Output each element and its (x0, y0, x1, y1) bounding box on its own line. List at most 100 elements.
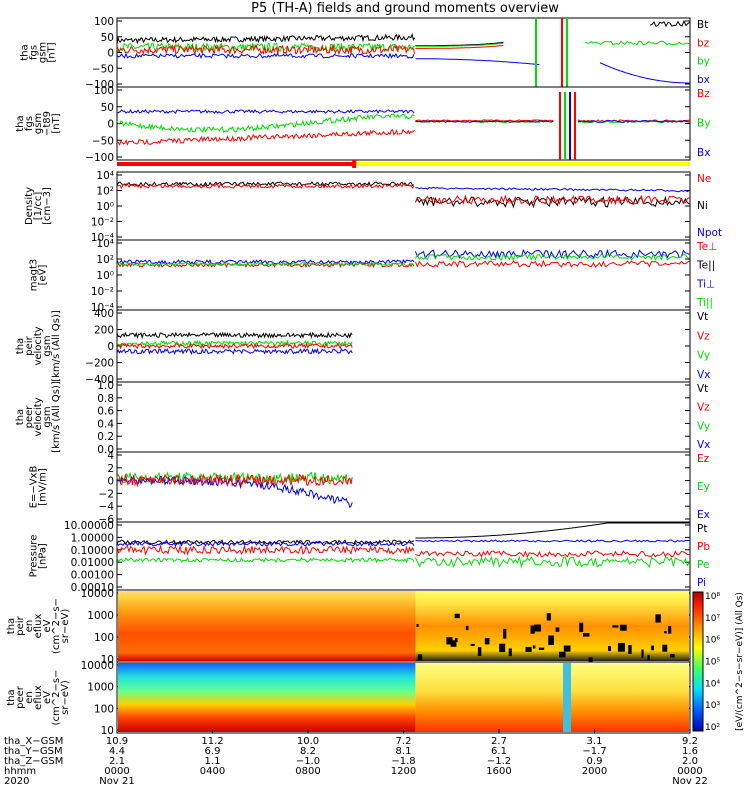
y-axis-label: gsm (42, 335, 53, 356)
y-axis-label: peer (24, 405, 35, 429)
y-gsm-value: 4.4 (109, 746, 125, 757)
y-tick-label: 10000 (81, 588, 114, 600)
colorbar: 10⁸ 10⁷ 10⁶ 10⁵ 10⁴ 10³ 10² [eV/(cm^2−s−sr−eV)]… (692, 591, 745, 733)
colorbar-tick-label: 10⁸ (705, 592, 720, 602)
y-tick-label: 50 (101, 32, 114, 44)
date-value: Nov 22 (672, 776, 707, 787)
y-axis-label: [eV] (38, 265, 49, 286)
series-pb (116, 544, 415, 556)
y-tick-label: 0 (107, 476, 114, 488)
series-ez (116, 473, 353, 488)
series-by-recover (584, 40, 690, 46)
series-ex (116, 475, 353, 509)
y-axis-label: −t89 (42, 111, 53, 136)
y-axis-label: sr−eV) (60, 680, 71, 715)
series-npot (415, 186, 690, 193)
y-axis-label: [mV/m] (38, 468, 49, 506)
y-tick-label: 50 (101, 102, 114, 114)
y-tick-label: −100 (85, 79, 114, 91)
legend-label: bx (697, 74, 710, 86)
series-ti-perp (116, 258, 415, 266)
series-by (116, 113, 415, 133)
y-tick-label: 0 (107, 48, 114, 60)
colorbar-label: [eV/(cm^2−s−sr−eV)] (All Qs) (735, 592, 745, 731)
y-tick-label: 10⁻² (91, 217, 114, 229)
panel-density: 10⁴ 10² 10⁰ 10⁻² 10⁻⁴ Density[1/cc][cm−3] Ne Ni… (24, 170, 722, 244)
y-axis-label: eflux (33, 614, 44, 639)
y-gsm-value: 8.1 (396, 746, 412, 757)
y-tick-label: 10⁴ (96, 170, 114, 182)
y-axis-label: tha (20, 44, 31, 60)
legend-label: Ti|| (696, 297, 713, 309)
spectrogram-late (415, 663, 689, 732)
y-tick-label: 400 (94, 308, 114, 320)
y-tick-label: 100 (94, 632, 114, 644)
legend-label: Ex (697, 509, 710, 521)
y-axis-label: (cm^2−s− (51, 670, 62, 726)
series-bx-late (415, 120, 554, 123)
legend-label: Pb (697, 541, 710, 553)
y-tick-label: 10⁰ (96, 201, 114, 213)
panel-frame (116, 451, 691, 523)
legend-label: Ne (697, 173, 711, 185)
y-axis-label: eflux (33, 685, 44, 710)
colorbar-tick-label: 10⁵ (705, 658, 720, 668)
panel-frame (116, 171, 691, 241)
y-axis-label: magt3 (29, 259, 40, 292)
spectrogram-speckle (628, 645, 632, 654)
y-tick-label: −400 (85, 374, 114, 386)
series-bx-end (577, 119, 691, 123)
hhmm-value: 0000 (104, 766, 129, 777)
legend-label: Pi (697, 577, 706, 589)
series-pe-late (414, 555, 690, 569)
y-axis-label: Pressure (29, 535, 40, 578)
spectrogram-speckle (534, 624, 541, 632)
legend-label: Bz (697, 88, 710, 100)
series-ni (116, 181, 415, 187)
y-axis-label: tha (6, 618, 17, 634)
spectrogram-speckle (583, 633, 590, 637)
y-tick-label: 4 (107, 450, 114, 462)
y-tick-label: 1000 (87, 682, 114, 694)
spectrogram-speckle (664, 630, 667, 634)
y-axis-label: sr−eV) (60, 609, 71, 644)
y-axis-label: gsm (38, 42, 49, 63)
colorbar-gradient (692, 591, 704, 732)
panel-temp: 10⁴ 10² 10⁰ 10⁻² 10⁻⁴ magt3[eV] Te⊥ Te|| Ti⊥ Ti|| (29, 238, 718, 314)
spectrogram-speckle (508, 648, 512, 657)
spectrogram-speckle (607, 646, 612, 652)
y-gsm-value: −1.7 (582, 746, 606, 757)
spectrogram-speckle (446, 637, 453, 645)
spectrogram-speckle (525, 646, 532, 653)
hhmm-value: 2000 (582, 766, 607, 777)
series-bt (116, 32, 416, 45)
series-pi (116, 540, 415, 547)
y-axis-label: peer (15, 685, 26, 709)
spectrogram-early (118, 591, 416, 661)
y-tick-label: 10000 (81, 660, 114, 672)
y-axis-label: [km/s (All Qs)] (51, 310, 62, 382)
panel-efield: 420−2−4−6 E=−VxB[mV/m] Ez Ey Ex (29, 450, 710, 526)
spectrogram-speckle (532, 645, 536, 649)
spectrogram-speckle (579, 622, 584, 632)
legend-label: Ni (697, 200, 708, 212)
spectrogram-speckle (499, 643, 506, 652)
y-axis-label: tha (15, 115, 26, 131)
y-axis-label: en (24, 620, 35, 633)
panel-mode-bar (117, 160, 690, 168)
y-tick-label: 100 (94, 16, 114, 28)
z-gsm-value: −1.8 (391, 756, 415, 767)
series-vy (116, 339, 353, 347)
y-axis-label: gsm (42, 406, 53, 427)
y-axis-label: E=−VxB (29, 466, 40, 509)
legend-label: Te|| (696, 260, 715, 272)
y-axis-label: eV (42, 691, 53, 704)
legend-label: Pt (697, 523, 707, 535)
y-tick-label: 0.01000 (71, 557, 114, 569)
y-axis-label: tha (15, 338, 26, 354)
legend-label: Vx (697, 439, 710, 451)
spectrogram-speckle (662, 644, 668, 652)
x-row-label: 2020 (4, 776, 29, 787)
spectrogram-speckle (612, 625, 619, 628)
